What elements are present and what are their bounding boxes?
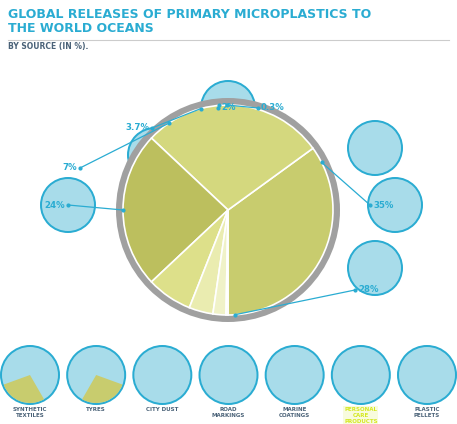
Circle shape xyxy=(0,345,60,405)
Circle shape xyxy=(265,345,324,405)
Circle shape xyxy=(399,347,455,403)
Text: PERSONAL
CARE
PRODUCTS: PERSONAL CARE PRODUCTS xyxy=(344,407,377,424)
Text: 2%: 2% xyxy=(221,103,235,112)
Circle shape xyxy=(347,120,403,176)
Circle shape xyxy=(331,345,391,405)
Circle shape xyxy=(66,345,126,405)
Circle shape xyxy=(68,347,124,403)
Text: THE WORLD OCEANS: THE WORLD OCEANS xyxy=(8,22,154,35)
Wedge shape xyxy=(226,210,228,315)
Circle shape xyxy=(116,98,340,322)
Text: BY SOURCE (IN %).: BY SOURCE (IN %). xyxy=(8,42,88,51)
Circle shape xyxy=(349,242,401,294)
Text: 7%: 7% xyxy=(62,164,77,173)
Wedge shape xyxy=(4,375,44,403)
Text: SYNTHETIC
TEXTILES: SYNTHETIC TEXTILES xyxy=(13,407,47,418)
Circle shape xyxy=(40,177,96,233)
Text: MARINE
COATINGS: MARINE COATINGS xyxy=(279,407,310,418)
Circle shape xyxy=(198,345,259,405)
Circle shape xyxy=(201,347,256,403)
Text: CITY DUST: CITY DUST xyxy=(146,407,179,412)
Circle shape xyxy=(349,122,401,174)
Circle shape xyxy=(202,82,254,134)
Text: ROAD
MARKINGS: ROAD MARKINGS xyxy=(212,407,245,418)
Text: TYRES: TYRES xyxy=(86,407,106,412)
Circle shape xyxy=(200,80,256,136)
Wedge shape xyxy=(228,148,333,315)
Text: 28%: 28% xyxy=(358,285,378,295)
Circle shape xyxy=(133,345,192,405)
Wedge shape xyxy=(151,105,313,210)
Circle shape xyxy=(367,177,423,233)
Circle shape xyxy=(347,240,403,296)
Circle shape xyxy=(397,345,457,405)
Wedge shape xyxy=(151,210,228,308)
Circle shape xyxy=(267,347,323,403)
Text: 35%: 35% xyxy=(373,201,393,209)
Wedge shape xyxy=(189,210,228,314)
Text: PLASTIC
PELLETS: PLASTIC PELLETS xyxy=(414,407,440,418)
Text: GLOBAL RELEASES OF PRIMARY MICROPLASTICS TO: GLOBAL RELEASES OF PRIMARY MICROPLASTICS… xyxy=(8,8,371,21)
Circle shape xyxy=(42,179,94,231)
Wedge shape xyxy=(213,210,228,315)
Circle shape xyxy=(127,127,183,183)
Circle shape xyxy=(369,179,421,231)
Text: 0.3%: 0.3% xyxy=(261,103,285,112)
Wedge shape xyxy=(123,138,228,282)
Wedge shape xyxy=(82,375,122,403)
Circle shape xyxy=(333,347,389,403)
Circle shape xyxy=(134,347,190,403)
Text: 3.7%: 3.7% xyxy=(125,123,149,132)
Circle shape xyxy=(2,347,58,403)
Text: 24%: 24% xyxy=(44,201,65,209)
Circle shape xyxy=(129,129,181,181)
